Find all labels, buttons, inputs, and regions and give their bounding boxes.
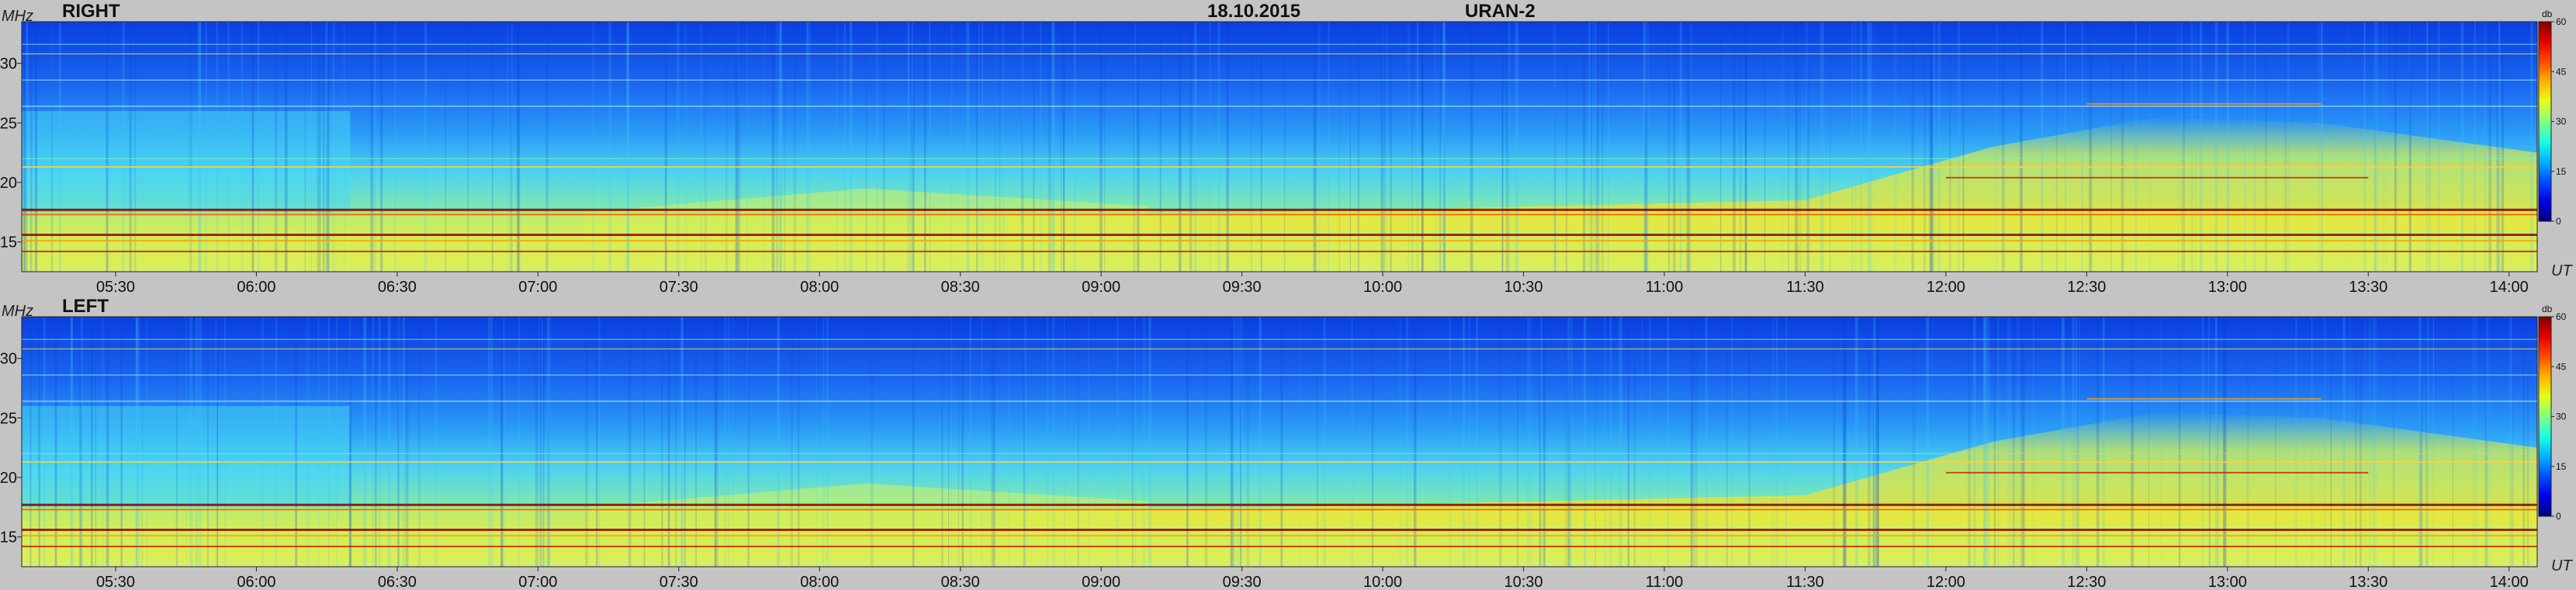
x-tick-label: 14:00 [2490, 279, 2529, 295]
instrument-label: URAN-2 [1465, 1, 1536, 22]
x-tick-label: 12:00 [1927, 279, 1965, 295]
x-tick-label: 13:30 [2349, 574, 2387, 590]
x-axis-unit: UT [2551, 557, 2572, 574]
x-tick-label: 05:30 [96, 279, 135, 295]
x-tick-label: 06:00 [237, 574, 275, 590]
x-tick-label: 07:30 [660, 574, 698, 590]
y-tick-label: 15 [0, 529, 17, 547]
x-tick-label: 10:00 [1363, 574, 1402, 590]
y-tick-label: 15 [0, 234, 17, 252]
x-tick-label: 07:00 [518, 279, 557, 295]
y-tick-label: 25 [0, 115, 17, 132]
x-tick-label: 09:00 [1082, 574, 1120, 590]
x-tick-label: 08:00 [800, 574, 839, 590]
x-tick-label: 12:30 [2067, 279, 2106, 295]
y-tick-label: 30 [0, 56, 17, 73]
y-tick-label: 20 [0, 470, 17, 487]
x-tick-label: 13:00 [2208, 574, 2247, 590]
y-axis-unit: MHz [2, 8, 34, 25]
colorbar-tick-label: 15 [2556, 166, 2567, 177]
x-tick-label: 05:30 [96, 574, 135, 590]
colorbar-tick-label: 30 [2556, 116, 2567, 127]
x-tick-label: 08:00 [800, 279, 839, 295]
colorbar-tick-label: 60 [2556, 311, 2567, 322]
x-tick-label: 08:30 [941, 279, 980, 295]
panel-right: RIGHT MHz UT db 15 20 25 30 05:30 06:00 06:30 0… [0, 1, 2572, 295]
x-tick-label: 09:00 [1082, 279, 1120, 295]
x-tick-label: 11:30 [1786, 279, 1824, 295]
colorbar-tick-label: 0 [2556, 216, 2561, 227]
x-tick-label: 11:00 [1646, 574, 1684, 590]
x-tick-label: 10:30 [1504, 279, 1542, 295]
colorbar-unit: db [2542, 304, 2553, 314]
y-axis-unit: MHz [2, 303, 34, 320]
y-tick-label: 30 [0, 351, 17, 368]
panel-title: LEFT [62, 296, 109, 317]
spectrogram-left: 15 20 25 30 05:30 06:00 06:30 07:00 07:30 08:00 08… [0, 311, 2567, 590]
colorbar-tick-label: 0 [2556, 511, 2561, 522]
colorbar [2538, 21, 2552, 222]
x-tick-label: 08:30 [941, 574, 980, 590]
x-axis-unit: UT [2551, 262, 2572, 279]
panel-left: LEFT MHz UT db 15 20 25 30 05:30 06:00 06:30 07… [0, 295, 2576, 590]
colorbar [2538, 316, 2552, 517]
colorbar-tick-label: 30 [2556, 411, 2567, 422]
x-tick-label: 06:00 [237, 279, 275, 295]
x-tick-label: 06:30 [378, 279, 417, 295]
x-tick-label: 10:30 [1504, 574, 1542, 590]
x-tick-label: 07:30 [660, 279, 698, 295]
colorbar-tick-label: 45 [2556, 66, 2567, 77]
colorbar-unit: db [2542, 9, 2553, 19]
x-tick-label: 09:30 [1223, 279, 1262, 295]
x-tick-label: 09:30 [1223, 574, 1262, 590]
y-tick-label: 20 [0, 175, 17, 192]
colorbar-tick-label: 60 [2556, 16, 2567, 27]
x-tick-label: 11:30 [1786, 574, 1824, 590]
colorbar-tick-label: 15 [2556, 461, 2567, 472]
colorbar-tick-label: 45 [2556, 361, 2567, 372]
x-tick-label: 13:00 [2208, 279, 2247, 295]
panel-title: RIGHT [62, 1, 120, 22]
y-tick-label: 25 [0, 410, 17, 427]
x-tick-label: 12:30 [2067, 574, 2106, 590]
x-tick-label: 07:00 [518, 574, 557, 590]
x-tick-label: 06:30 [378, 574, 417, 590]
x-tick-label: 11:00 [1646, 279, 1684, 295]
x-tick-label: 12:00 [1927, 574, 1965, 590]
date-label: 18.10.2015 [1207, 1, 1301, 22]
x-tick-label: 10:00 [1363, 279, 1402, 295]
x-tick-label: 14:00 [2490, 574, 2529, 590]
spectrogram-right: 15 20 25 30 05:30 06:00 06:30 07:00 07:30 08:00 08… [0, 16, 2567, 295]
x-tick-label: 13:30 [2349, 279, 2387, 295]
